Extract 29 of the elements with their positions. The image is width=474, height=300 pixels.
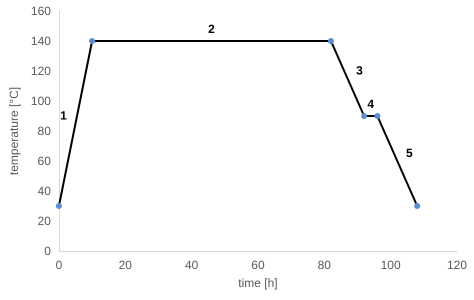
x-tick-label: 120 <box>446 258 468 272</box>
annotation: 5 <box>406 146 413 160</box>
annotation: 3 <box>356 64 364 78</box>
x-tick-label: 0 <box>56 258 63 272</box>
x-tick-label: 100 <box>380 258 401 272</box>
point <box>56 203 62 209</box>
point <box>414 203 420 209</box>
y-tick-label: 100 <box>30 94 52 108</box>
y-tick-label: 60 <box>38 154 52 168</box>
point <box>89 38 96 44</box>
y-tick-label: 120 <box>30 64 52 78</box>
y-tick-label: 20 <box>38 214 52 228</box>
y-axis-title: temperature [°C] <box>7 86 21 176</box>
y-tick-label: 40 <box>38 184 52 198</box>
annotation: 1 <box>60 108 68 122</box>
y-tick-label: 80 <box>38 124 52 138</box>
point <box>374 113 380 119</box>
y-tick-label: 140 <box>30 34 52 48</box>
x-tick-label: 80 <box>318 258 332 272</box>
x-tick-label: 60 <box>251 258 265 272</box>
point <box>328 38 334 44</box>
x-axis-title: time [h] <box>238 276 278 290</box>
y-tick-label: 0 <box>44 244 52 258</box>
y-tick-label: 160 <box>30 4 52 18</box>
annotation: 2 <box>208 22 216 36</box>
x-tick-label: 40 <box>184 258 199 272</box>
x-tick-label: 20 <box>118 258 132 272</box>
point <box>361 113 368 119</box>
annotation: 4 <box>367 97 374 111</box>
